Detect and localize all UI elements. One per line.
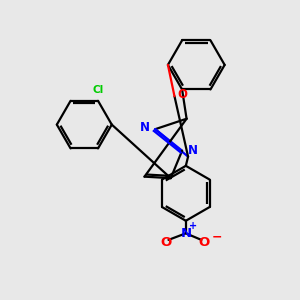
Text: O: O [178, 88, 188, 101]
Text: +: + [189, 221, 197, 231]
Text: N: N [180, 227, 191, 240]
Text: Cl: Cl [92, 85, 104, 95]
Text: N: N [140, 121, 150, 134]
Text: O: O [160, 236, 172, 249]
Text: −: − [212, 231, 222, 244]
Text: O: O [198, 236, 209, 249]
Text: N: N [188, 144, 197, 157]
